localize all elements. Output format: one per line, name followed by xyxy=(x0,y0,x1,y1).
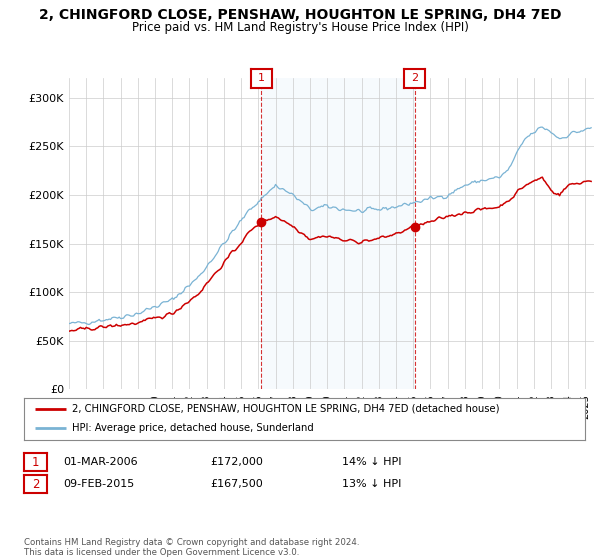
Text: Contains HM Land Registry data © Crown copyright and database right 2024.
This d: Contains HM Land Registry data © Crown c… xyxy=(24,538,359,557)
Text: 2, CHINGFORD CLOSE, PENSHAW, HOUGHTON LE SPRING, DH4 7ED: 2, CHINGFORD CLOSE, PENSHAW, HOUGHTON LE… xyxy=(39,8,561,22)
Text: Price paid vs. HM Land Registry's House Price Index (HPI): Price paid vs. HM Land Registry's House … xyxy=(131,21,469,34)
Text: £172,000: £172,000 xyxy=(210,457,263,467)
Text: 2, CHINGFORD CLOSE, PENSHAW, HOUGHTON LE SPRING, DH4 7ED (detached house): 2, CHINGFORD CLOSE, PENSHAW, HOUGHTON LE… xyxy=(71,404,499,414)
Text: 13% ↓ HPI: 13% ↓ HPI xyxy=(342,479,401,489)
Text: HPI: Average price, detached house, Sunderland: HPI: Average price, detached house, Sund… xyxy=(71,423,313,433)
Text: 01-MAR-2006: 01-MAR-2006 xyxy=(63,457,137,467)
Text: 1: 1 xyxy=(258,73,265,83)
Bar xyxy=(261,78,415,389)
Text: 14% ↓ HPI: 14% ↓ HPI xyxy=(342,457,401,467)
Text: 2: 2 xyxy=(32,478,39,491)
Text: 1: 1 xyxy=(32,455,39,469)
Text: 2: 2 xyxy=(412,73,419,83)
Text: £167,500: £167,500 xyxy=(210,479,263,489)
Text: 09-FEB-2015: 09-FEB-2015 xyxy=(63,479,134,489)
